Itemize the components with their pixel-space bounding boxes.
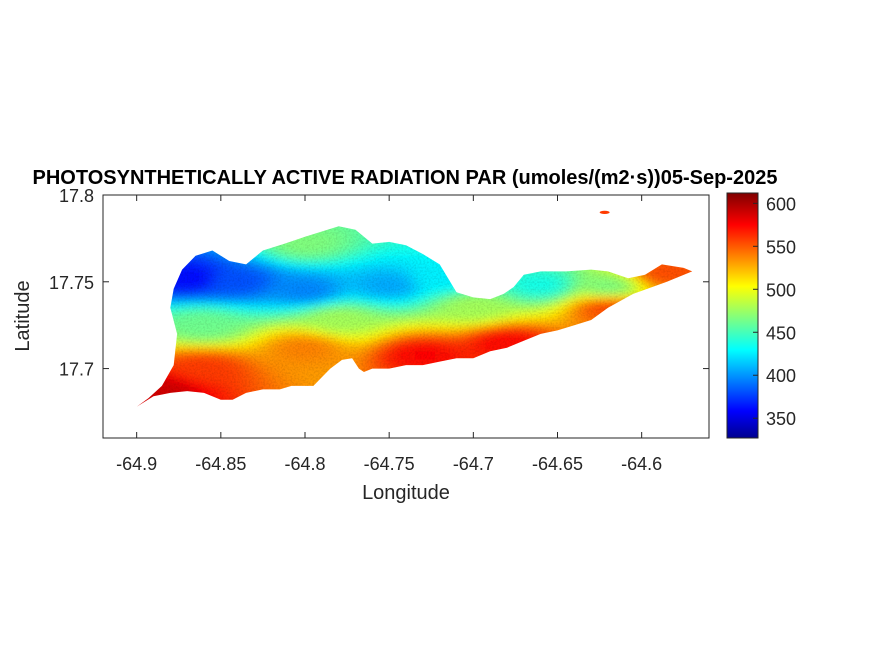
y-axis-ticks: 17.7 17.75 17.8	[49, 186, 709, 380]
colorbar-tick-label: 450	[766, 323, 796, 343]
islet	[599, 210, 610, 214]
colorbar-tick-label: 550	[766, 237, 796, 257]
y-tick-label: 17.75	[49, 273, 94, 293]
x-tick-label: -64.8	[284, 454, 325, 474]
colorbar-tick-label: 600	[766, 194, 796, 214]
chart-title: PHOTOSYNTHETICALLY ACTIVE RADIATION PAR …	[33, 167, 778, 189]
x-tick-label: -64.6	[621, 454, 662, 474]
map-axes: -64.9 -64.85 -64.8 -64.75 -64.7 -64.65 -64.6 1…	[49, 186, 710, 474]
x-axis-ticks: -64.9 -64.85 -64.8 -64.75 -64.7 -64.65 -64.6	[116, 195, 662, 474]
x-tick-label: -64.85	[195, 454, 246, 474]
colorbar-ticks: 350 400 450 500 550 600	[753, 194, 796, 429]
x-tick-label: -64.9	[116, 454, 157, 474]
plot-frame	[102, 194, 710, 439]
colorbar-tick-label: 350	[766, 409, 796, 429]
colorbar: 350 400 450 500 550 600	[726, 192, 796, 439]
x-axis-label: Longitude	[362, 482, 450, 504]
y-tick-label: 17.7	[59, 360, 94, 380]
islets	[599, 210, 610, 214]
colorbar-tick-label: 500	[766, 280, 796, 300]
x-tick-label: -64.65	[532, 454, 583, 474]
colorbar-tick-label: 400	[766, 366, 796, 386]
x-tick-label: -64.75	[364, 454, 415, 474]
x-tick-label: -64.7	[453, 454, 494, 474]
y-axis-label: Latitude	[12, 280, 34, 351]
y-tick-label: 17.8	[59, 186, 94, 206]
colorbar-gradient	[726, 192, 759, 439]
texture-layer	[136, 226, 693, 407]
